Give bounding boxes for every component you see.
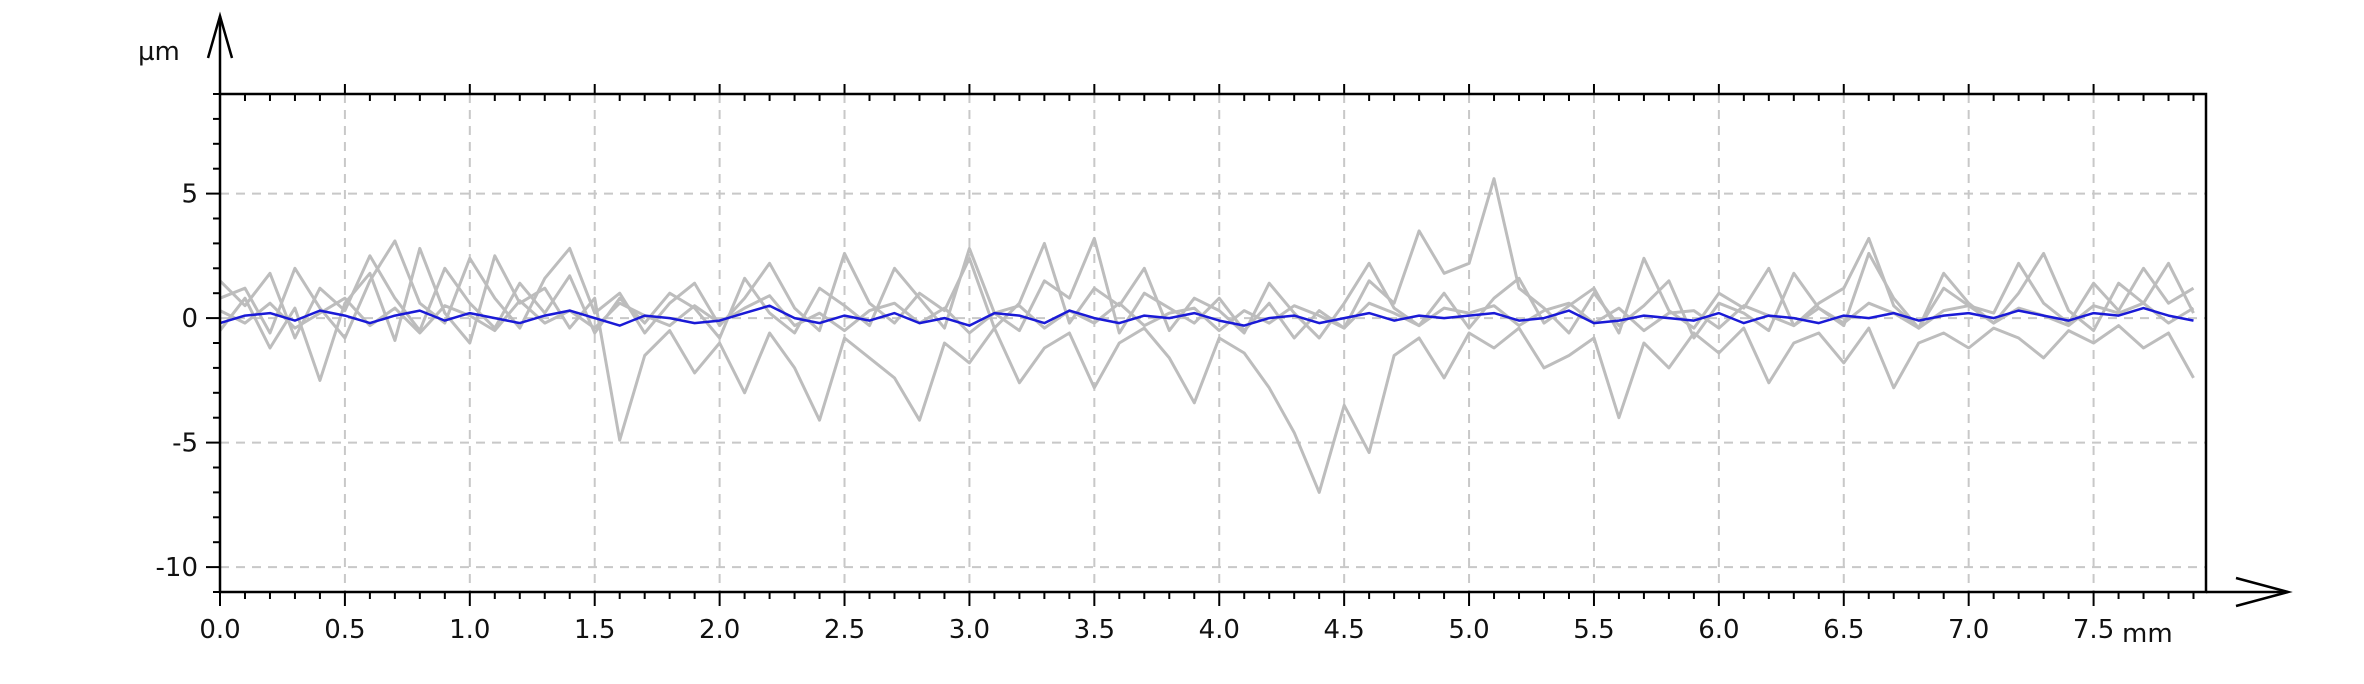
x-tick-label: 4.0 xyxy=(1199,615,1240,645)
ticks xyxy=(206,84,2195,606)
profile-lines xyxy=(218,177,2195,494)
plot-frame xyxy=(218,92,2208,594)
y-axis-arrowhead-icon xyxy=(206,11,234,59)
profile-line-2 xyxy=(218,246,2195,494)
y-tick-label: 5 xyxy=(181,180,198,210)
x-tick-label: 6.0 xyxy=(1698,615,1739,645)
x-tick-label: 2.5 xyxy=(824,615,865,645)
x-tick-label: 3.5 xyxy=(1074,615,1115,645)
tick-labels: 0.0 0.5 1.0 1.5 2.0 2.5 3.0 3.5 4.0 4.5 5.0 5.5 6.0 6… xyxy=(156,180,2115,645)
grid xyxy=(220,94,2206,592)
y-unit-label: µm xyxy=(138,37,180,67)
profile-line-4 xyxy=(219,236,2195,340)
profile-line-3 xyxy=(219,294,2195,335)
x-tick-label: 7.5 xyxy=(2073,615,2114,645)
x-tick-label: 1.5 xyxy=(574,615,615,645)
x-tick-label: 3.0 xyxy=(949,615,990,645)
mean-profile-line xyxy=(219,304,2194,327)
mean-line-group xyxy=(219,304,2194,327)
y-tick-label: 0 xyxy=(181,304,198,334)
x-tick-label: 4.5 xyxy=(1323,615,1364,645)
x-unit-label: mm xyxy=(2122,619,2173,649)
profile-line-1 xyxy=(218,177,2195,340)
x-tick-label: 0.5 xyxy=(324,615,365,645)
x-tick-label: 1.0 xyxy=(449,615,490,645)
x-tick-label: 6.5 xyxy=(1823,615,1864,645)
x-tick-label: 0.0 xyxy=(199,615,240,645)
x-tick-label: 5.0 xyxy=(1448,615,1489,645)
x-tick-label: 2.0 xyxy=(699,615,740,645)
x-axis-arrowhead-icon xyxy=(2235,576,2293,608)
y-tick-label: -5 xyxy=(172,429,198,459)
y-tick-label: -10 xyxy=(156,553,198,583)
x-tick-label: 7.0 xyxy=(1948,615,1989,645)
x-tick-label: 5.5 xyxy=(1573,615,1614,645)
